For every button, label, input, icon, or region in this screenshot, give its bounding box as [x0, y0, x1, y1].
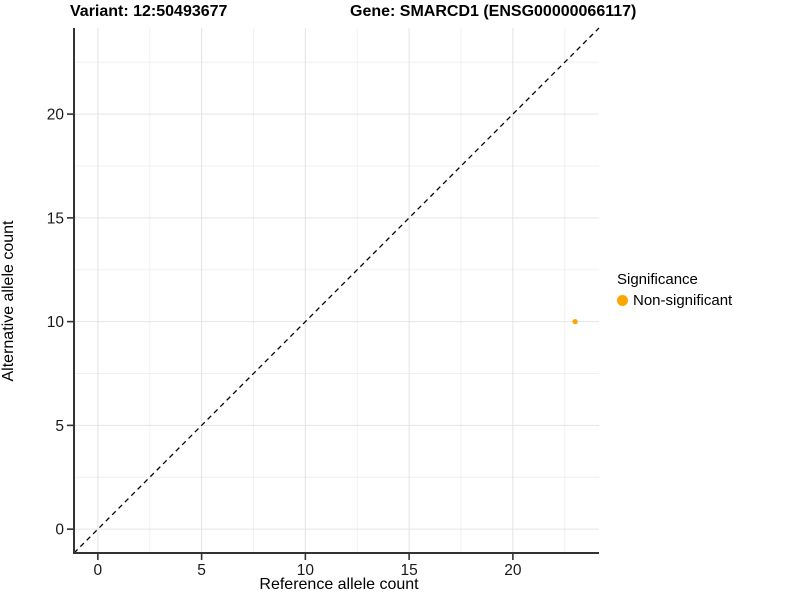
identity-reference-line: [73, 27, 600, 554]
y-tick-label: 15: [47, 210, 64, 227]
x-tick-label: 0: [94, 562, 103, 579]
legend-item: Non-significant: [617, 292, 732, 309]
legend-item-label: Non-significant: [633, 292, 733, 309]
y-tick-label: 0: [55, 522, 64, 539]
legend-title: Significance: [617, 271, 698, 288]
x-tick-label: 15: [401, 562, 418, 579]
y-tick-label: 10: [47, 314, 65, 331]
x-tick-label: 20: [504, 562, 522, 579]
x-tick-label: 10: [297, 562, 315, 579]
y-tick-label: 20: [47, 107, 65, 124]
legend: Significance Non-significant: [617, 270, 732, 309]
x-tick-label: 5: [197, 562, 206, 579]
legend-point-icon: [617, 295, 628, 306]
plot-title-variant: Variant: 12:50493677: [70, 3, 228, 20]
x-axis-title: Reference allele count: [259, 576, 419, 593]
y-tick-label: 5: [55, 418, 64, 435]
data-point: [572, 319, 578, 325]
plot-title-gene: Gene: SMARCD1 (ENSG00000066117): [350, 3, 637, 20]
